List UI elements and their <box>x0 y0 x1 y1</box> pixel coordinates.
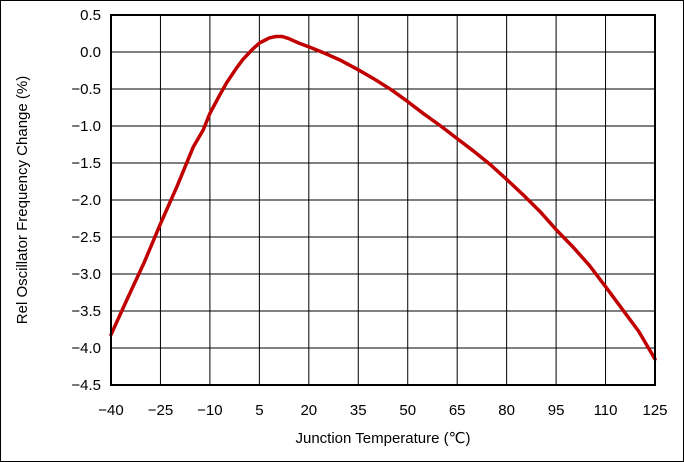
x-tick-label: 65 <box>449 402 466 419</box>
y-tick-label: 0.5 <box>80 7 101 24</box>
y-tick-label: −1.5 <box>71 155 101 172</box>
x-tick-label: 95 <box>548 402 565 419</box>
x-tick-label: 20 <box>300 402 317 419</box>
x-tick-labels: −40 −25 −10 5 20 35 50 65 80 95 110 125 <box>98 402 667 419</box>
x-tick-label: 125 <box>642 402 667 419</box>
plot-frame <box>110 14 656 386</box>
y-tick-label: −4.5 <box>71 377 101 394</box>
x-tick-label: −10 <box>197 402 222 419</box>
x-tick-label: 35 <box>350 402 367 419</box>
y-tick-label: −2.0 <box>71 192 101 209</box>
x-tick-label: 80 <box>498 402 515 419</box>
x-axis-label: Junction Temperature (℃) <box>296 430 471 447</box>
series-line <box>109 34 657 361</box>
y-tick-label: −1.0 <box>71 118 101 135</box>
x-tick-label: −25 <box>148 402 173 419</box>
y-tick-labels: 0.5 0.0 −0.5 −1.0 −1.5 −2.0 −2.5 −3.0 −3.5 −4.0 −4… <box>71 7 101 394</box>
x-tick-label: 50 <box>399 402 416 419</box>
y-tick-label: −0.5 <box>71 81 101 98</box>
y-tick-label: −4.0 <box>71 340 101 357</box>
y-tick-label: −2.5 <box>71 229 101 246</box>
series-group <box>109 34 657 361</box>
x-tick-label: 110 <box>594 402 618 419</box>
grid <box>110 14 656 386</box>
y-axis-label: Rel Oscillator Frequency Change (%) <box>14 76 31 324</box>
y-tick-label: −3.0 <box>71 266 101 283</box>
y-tick-label: −3.5 <box>71 303 101 320</box>
y-tick-label: 0.0 <box>80 44 101 61</box>
x-tick-label: 5 <box>255 402 263 419</box>
x-tick-label: −40 <box>98 402 123 419</box>
